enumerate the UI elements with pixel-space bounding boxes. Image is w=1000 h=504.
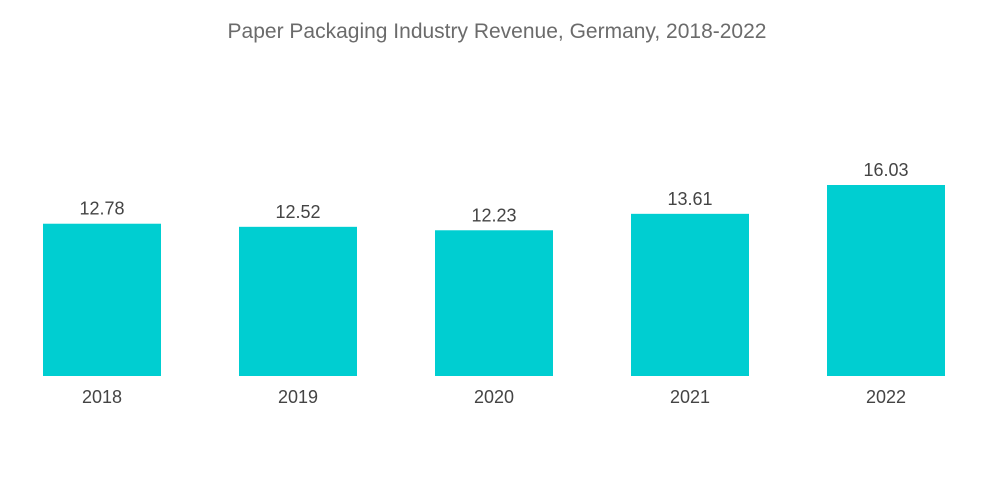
bar-2020 — [435, 230, 553, 376]
data-label-2020: 12.23 — [471, 205, 516, 225]
data-label-2021: 13.61 — [667, 189, 712, 209]
bar-2021 — [631, 213, 749, 376]
chart-title: Paper Packaging Industry Revenue, German… — [228, 20, 767, 43]
bar-2022 — [827, 185, 945, 376]
data-labels-group: 12.78 12.52 12.23 13.61 16.03 — [79, 160, 908, 225]
data-label-2019: 12.52 — [275, 202, 320, 222]
x-axis-ticks: 2018 2019 2020 2021 2022 — [82, 387, 906, 407]
x-tick-2019: 2019 — [278, 387, 318, 407]
x-tick-2021: 2021 — [670, 387, 710, 407]
data-label-2022: 16.03 — [863, 160, 908, 180]
data-label-2018: 12.78 — [79, 199, 124, 219]
bar-2018 — [43, 223, 161, 376]
x-tick-2018: 2018 — [82, 387, 122, 407]
x-tick-2020: 2020 — [474, 387, 514, 407]
bar-2019 — [239, 226, 357, 376]
x-tick-2022: 2022 — [866, 387, 906, 407]
bars-group — [43, 185, 945, 376]
